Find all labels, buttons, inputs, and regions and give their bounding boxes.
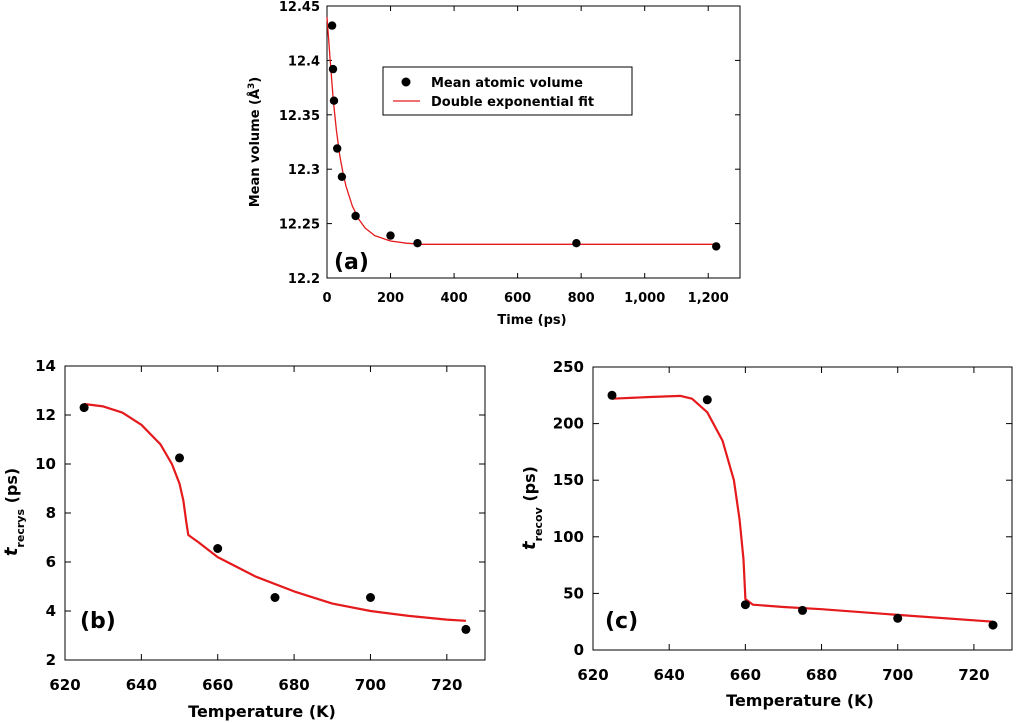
x-tick-label: 660 xyxy=(730,666,761,684)
y-tick-label: 12.4 xyxy=(288,54,320,69)
data-point-a xyxy=(327,21,337,30)
y-tick-label: 0 xyxy=(574,641,584,659)
chart-a: 0 200 400 600 800 1,000 1,200 12.2 12.25 12.3 12.3… xyxy=(247,0,741,328)
y-tick-label: 12.2 xyxy=(288,272,320,287)
x-tick-label: 680 xyxy=(806,666,837,684)
fit-curve-a xyxy=(326,16,718,245)
x-axis-label-a: Time (ps) xyxy=(497,313,566,328)
data-point-b xyxy=(175,453,184,463)
x-tick-label: 640 xyxy=(126,676,157,694)
plot-frame-b xyxy=(64,365,486,661)
y-tick-label: 12.35 xyxy=(279,109,320,124)
axes-a: 0 200 400 600 800 1,000 1,200 12.2 12.25 12.3 12.3… xyxy=(279,0,740,306)
legend-label-points: Mean atomic volume xyxy=(431,76,583,91)
x-tick-label: 620 xyxy=(49,676,80,694)
x-tick-label: 680 xyxy=(278,676,309,694)
panel-label-c: (c) xyxy=(605,609,638,634)
fit-curve-b xyxy=(83,402,466,622)
legend-marker-points xyxy=(401,77,411,87)
data-point-a xyxy=(386,231,395,240)
data-point-a xyxy=(328,64,338,74)
data-point-c xyxy=(798,605,807,615)
y-axis-label-c-main: t xyxy=(519,540,540,550)
y-tick-label: 8 xyxy=(46,504,56,522)
data-point-a xyxy=(572,239,581,248)
x-tick-label: 1,200 xyxy=(688,291,729,306)
x-tick-label: 0 xyxy=(322,291,331,306)
data-point-a xyxy=(337,172,347,181)
y-tick-label: 100 xyxy=(553,528,584,546)
data-point-c xyxy=(607,390,617,400)
y-axis-label-c-sub: recov xyxy=(532,506,545,541)
data-point-a xyxy=(413,239,422,248)
y-tick-label: 6 xyxy=(46,553,56,571)
x-axis-label-c: Temperature (K) xyxy=(726,691,874,710)
legend-box-a xyxy=(382,66,633,116)
y-tick-label: 14 xyxy=(35,357,56,375)
y-tick-label: 150 xyxy=(553,471,584,489)
x-tick-label: 620 xyxy=(577,666,608,684)
x-tick-label: 700 xyxy=(882,666,913,684)
data-point-b xyxy=(79,403,89,413)
y-axis-label-c-end: (ps) xyxy=(520,466,539,507)
x-tick-label: 660 xyxy=(202,676,233,694)
y-axis-label-a-sup: 3 xyxy=(247,83,257,89)
axes-b: 620 640 660 680 700 720 2 4 6 8 10 12 14 xyxy=(35,357,485,694)
data-point-a xyxy=(329,96,339,105)
data-point-b xyxy=(461,624,471,634)
panel-label-a: (a) xyxy=(334,250,369,275)
plot-frame-a xyxy=(326,5,741,279)
y-tick-label: 12 xyxy=(35,406,56,424)
legend-label-fit: Double exponential fit xyxy=(431,95,594,110)
y-axis-label-b-sub: recrys xyxy=(14,509,27,548)
fit-curve-c xyxy=(611,394,994,623)
panel-label-b: (b) xyxy=(80,609,116,634)
data-point-b xyxy=(213,544,223,553)
y-tick-label: 2 xyxy=(46,651,56,669)
x-tick-label: 720 xyxy=(431,676,462,694)
legend-a: Mean atomic volume Double exponential fi… xyxy=(382,66,633,116)
y-axis-label-c: trecov (ps) xyxy=(519,466,545,550)
data-point-c xyxy=(740,600,750,610)
x-tick-label: 400 xyxy=(441,291,468,306)
y-tick-label: 200 xyxy=(553,415,584,433)
y-axis-label-b-end: (ps) xyxy=(2,468,21,509)
data-point-c xyxy=(988,620,998,630)
data-point-a xyxy=(333,144,342,153)
y-tick-label: 12.25 xyxy=(279,218,320,233)
data-point-a xyxy=(712,242,721,251)
x-tick-label: 1,000 xyxy=(624,291,665,306)
y-tick-label: 10 xyxy=(35,455,56,473)
x-tick-label: 640 xyxy=(654,666,685,684)
plot-frame-c xyxy=(592,366,1013,651)
data-point-c xyxy=(702,395,712,405)
y-axis-label-a-main: Mean volume (Å xyxy=(247,89,263,207)
y-axis-label-a-end: ) xyxy=(248,77,263,83)
x-tick-label: 720 xyxy=(958,666,989,684)
y-axis-label-b: trecrys (ps) xyxy=(1,468,27,556)
y-tick-label: 4 xyxy=(46,602,56,620)
x-tick-label: 600 xyxy=(504,291,531,306)
x-axis-label-b: Temperature (K) xyxy=(188,702,336,721)
data-point-c xyxy=(893,613,903,623)
axes-c: 620 640 660 680 700 720 0 50 100 150 200 250 xyxy=(553,358,1012,684)
x-tick-label: 200 xyxy=(377,291,404,306)
y-tick-label: 50 xyxy=(563,584,584,602)
chart-b: 620 640 660 680 700 720 2 4 6 8 10 12 14 (b) Tempera… xyxy=(1,357,486,721)
x-tick-label: 800 xyxy=(568,291,595,306)
y-tick-label: 250 xyxy=(553,358,584,376)
data-point-b xyxy=(366,593,375,602)
y-axis-label-b-main: t xyxy=(1,546,22,556)
data-point-a xyxy=(351,211,360,221)
y-axis-label-a: Mean volume (Å3) xyxy=(247,77,263,208)
y-tick-label: 12.3 xyxy=(288,163,320,178)
x-tick-label: 700 xyxy=(355,676,386,694)
chart-c: 620 640 660 680 700 720 0 50 100 150 200 250 (c) Te… xyxy=(519,358,1013,710)
data-point-b xyxy=(270,593,280,602)
y-tick-label: 12.45 xyxy=(279,0,320,15)
